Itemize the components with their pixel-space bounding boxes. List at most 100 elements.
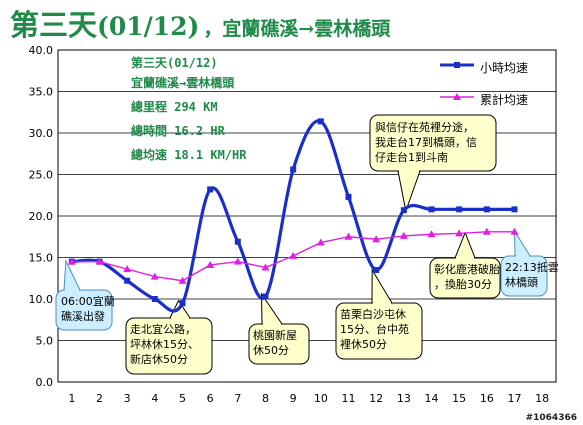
data-point-cumulative	[261, 263, 270, 271]
data-point-hourly	[151, 296, 158, 302]
info-route: 宜蘭礁溪→雲林橋頭	[131, 76, 235, 90]
x-tick-label: 10	[314, 392, 328, 405]
data-point-cumulative	[399, 231, 408, 239]
data-point-cumulative	[482, 227, 491, 235]
note-start: 06:00宜蘭 礁溪出發	[61, 294, 115, 324]
x-tick-label: 15	[452, 392, 466, 405]
y-tick-label: 40.0	[29, 44, 54, 57]
data-point-hourly	[290, 166, 297, 173]
title-date: (01/12)	[97, 12, 200, 41]
y-tick-label: 25.0	[29, 169, 54, 182]
x-tick-label: 1	[68, 392, 75, 405]
note-split-line: 與信仔在苑裡分途，	[375, 121, 474, 134]
data-point-cumulative	[206, 260, 215, 268]
y-tick-label: 15.0	[29, 252, 54, 265]
y-tick-label: 0.0	[36, 376, 54, 389]
x-tick-label: 11	[342, 392, 356, 405]
note-miaoli-line: 15分、台中苑	[340, 323, 409, 336]
legend	[440, 62, 474, 100]
x-tick-label: 3	[124, 392, 131, 405]
x-axis-ticks: 1 2 3 4 5 6 7 8 9 10 11 12 13 14 15 16 17 18	[68, 392, 549, 405]
data-point-cumulative	[455, 229, 464, 237]
data-point-hourly	[345, 193, 352, 200]
info-title: 第三天(01/12)	[131, 56, 218, 70]
x-tick-label: 17	[508, 392, 522, 405]
note-changhua: 彰化鹿港破胎 ，換胎30分	[434, 262, 500, 292]
data-point-hourly	[400, 207, 407, 214]
data-point-cumulative	[150, 272, 159, 280]
y-tick-label: 30.0	[29, 127, 54, 140]
title-day: 第三天	[10, 8, 98, 42]
note-split-line: 我走台17到橋頭，信	[375, 136, 477, 149]
note-changhua-line: 彰化鹿港破胎	[434, 263, 500, 276]
series	[67, 118, 519, 313]
data-point-cumulative	[178, 276, 187, 284]
note-start-line: 礁溪出發	[61, 310, 105, 323]
y-tick-label: 35.0	[29, 86, 54, 99]
data-point-cumulative	[344, 232, 353, 240]
title-route: ，宜蘭礁溪→雲林橋頭	[203, 18, 391, 40]
legend-cumulative-marker	[453, 93, 461, 100]
x-tick-label: 13	[397, 392, 411, 405]
x-tick-label: 9	[290, 392, 297, 405]
note-changhua-line: ，換胎30分	[434, 278, 492, 291]
note-miaoli: 苗栗白沙屯休 15分、台中苑 裡休50分	[340, 307, 409, 352]
data-point-cumulative	[95, 257, 104, 265]
info-speed: 總均速 18.1 KM/HR	[131, 148, 247, 162]
data-point-hourly	[456, 206, 463, 213]
x-tick-label: 16	[480, 392, 494, 405]
data-point-hourly	[317, 118, 324, 125]
note-split-line: 仔走台1到斗南	[375, 151, 448, 164]
data-point-cumulative	[289, 251, 298, 259]
callout-start-box	[55, 289, 113, 331]
data-point-cumulative	[316, 238, 325, 246]
data-point-hourly	[373, 266, 380, 273]
page-title: 第三天(01/12) ，宜蘭礁溪→雲林橋頭	[10, 2, 390, 42]
data-point-hourly	[262, 293, 269, 300]
note-start-line: 06:00宜蘭	[61, 295, 115, 308]
x-tick-label: 12	[369, 392, 383, 405]
data-point-hourly	[483, 206, 490, 213]
callout-split-box	[369, 114, 497, 172]
legend-hourly-marker	[454, 62, 460, 68]
callouts	[55, 114, 548, 375]
note-end-line: 林橋頭	[505, 276, 538, 289]
watermark: #1064366	[525, 413, 577, 423]
note-north-yilan-line: 新店休50分	[130, 353, 188, 366]
y-tick-label: 20.0	[29, 210, 54, 223]
info-time: 總時間 16.2 HR	[131, 124, 225, 138]
data-point-cumulative	[372, 235, 381, 243]
note-miaoli-line: 苗栗白沙屯休	[340, 308, 406, 321]
x-tick-label: 14	[425, 392, 439, 405]
y-tick-label: 10.0	[29, 293, 54, 306]
note-taoyuan-line: 桃園新屋	[253, 329, 297, 342]
x-tick-label: 2	[96, 392, 103, 405]
data-point-cumulative	[510, 227, 519, 235]
data-point-hourly	[207, 186, 214, 193]
callout-north-yilan-box	[125, 317, 213, 375]
note-north-yilan: 走北宜公路， 坪林休15分、 新店休50分	[130, 322, 199, 367]
x-tick-label: 8	[262, 392, 269, 405]
legend-cumulative-label: 累計均速	[480, 93, 529, 107]
data-point-hourly	[428, 206, 435, 213]
data-point-cumulative	[67, 257, 76, 265]
x-tick-label: 6	[207, 392, 214, 405]
data-point-hourly	[234, 238, 241, 245]
data-point-hourly	[124, 277, 131, 284]
y-axis-ticks: 0.0 5.0 10.0 15.0 20.0 25.0 30.0 35.0 40.0	[29, 44, 54, 389]
data-point-cumulative	[427, 230, 436, 238]
note-taoyuan-line: 休50分	[253, 344, 289, 357]
y-tick-label: 5.0	[36, 335, 54, 348]
x-tick-label: 5	[179, 392, 186, 405]
note-north-yilan-line: 坪林休15分、	[130, 338, 199, 351]
note-taoyuan: 桃園新屋 休50分	[253, 328, 297, 358]
x-tick-label: 7	[234, 392, 241, 405]
x-tick-label: 18	[535, 392, 549, 405]
note-end-line: 22:13抵雲	[505, 261, 559, 274]
data-point-hourly	[179, 300, 186, 307]
data-point-cumulative	[123, 265, 132, 273]
info-distance: 總里程 294 KM	[131, 100, 218, 114]
note-north-yilan-line: 走北宜公路，	[130, 323, 196, 336]
legend-hourly-label: 小時均速	[480, 61, 529, 75]
